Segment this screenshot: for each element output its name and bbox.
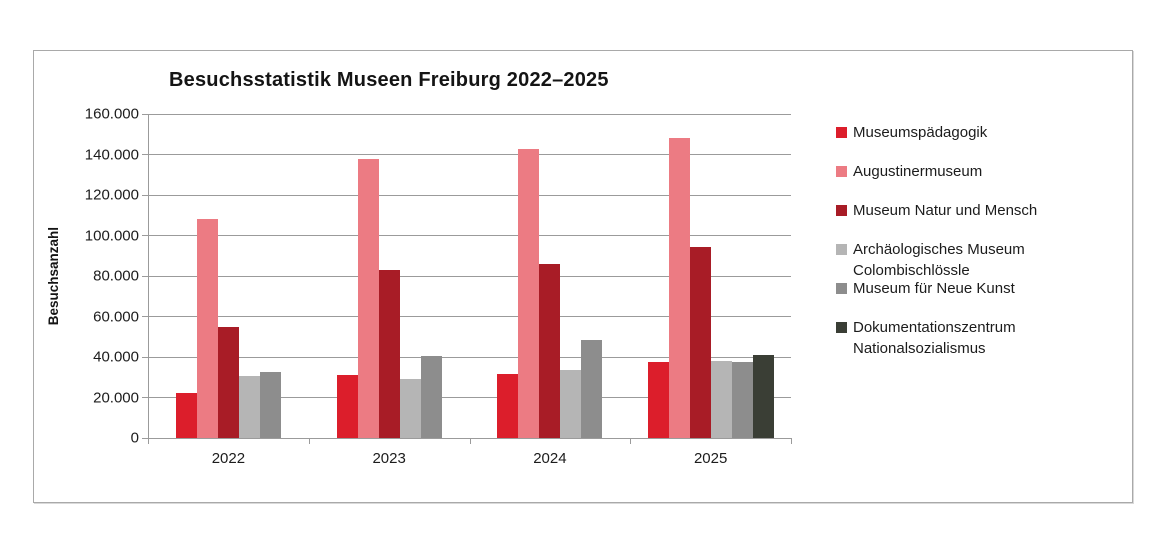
- legend-item: Museum Natur und Mensch: [836, 200, 1066, 221]
- bar-series3-2024: [539, 263, 561, 438]
- gridline: [148, 316, 791, 317]
- legend-item: Museum für Neue Kunst: [836, 278, 1066, 299]
- y-tick-label: 160.000: [84, 105, 139, 123]
- gridline: [148, 235, 791, 236]
- legend-label: Dokumentationszentrum Nationalsozialismu…: [853, 319, 1016, 357]
- bar-series1-2022: [175, 393, 197, 438]
- bar-series5-2025: [731, 362, 753, 438]
- legend-item: Museumspädagogik: [836, 122, 1066, 143]
- legend-label: Museum für Neue Kunst: [853, 280, 1015, 297]
- y-axis-tick: [142, 113, 148, 115]
- y-tick-label: 140.000: [84, 146, 139, 163]
- legend-label: Archäologisches Museum Colombischlössle: [853, 241, 1025, 279]
- y-axis-tick: [142, 235, 148, 236]
- gridline: [148, 194, 791, 196]
- gridline: [148, 397, 791, 398]
- legend-color-swatch: [836, 205, 847, 216]
- y-axis-title: Besuchsanzahl: [45, 226, 61, 326]
- gridline: [148, 113, 791, 115]
- x-axis-tick: [308, 438, 310, 444]
- legend-label: Augustinermuseum: [853, 163, 983, 180]
- y-tick-label: 100.000: [84, 227, 139, 244]
- legend-color-swatch: [836, 283, 847, 294]
- bar-series2-2024: [518, 149, 540, 438]
- y-axis-tick: [142, 194, 148, 196]
- bar-series3-2023: [378, 269, 400, 438]
- y-tick-label: 60.000: [93, 308, 139, 325]
- x-axis-tick: [148, 438, 149, 444]
- bar-series6-2025: [752, 354, 774, 438]
- bar-series2-2025: [668, 138, 690, 438]
- bar-series3-2022: [217, 326, 239, 438]
- y-tick-label: 120.000: [84, 186, 139, 204]
- y-axis-line: [148, 114, 149, 444]
- legend-item: Dokumentationszentrum Nationalsozialismu…: [836, 317, 1066, 359]
- bar-group-2025: [630, 114, 791, 438]
- bar-series5-2024: [581, 339, 603, 438]
- y-tick-label: 80.000: [93, 267, 139, 285]
- x-tick-label: 2024: [533, 450, 567, 467]
- legend-color-swatch: [836, 322, 847, 333]
- x-tick-label: 2025: [693, 450, 728, 467]
- y-axis-tick: [142, 437, 148, 439]
- bar-group-2024: [470, 114, 631, 438]
- y-axis-tick: [142, 316, 148, 317]
- bar-series4-2025: [710, 361, 732, 438]
- legend-label: Museumspädagogik: [853, 124, 988, 141]
- x-tick-label: 2022: [211, 450, 246, 467]
- y-tick-label: 0: [130, 429, 139, 447]
- x-tick-label: 2023: [372, 450, 406, 467]
- bar-series2-2022: [196, 219, 218, 438]
- bar-series4-2022: [238, 376, 260, 438]
- bar-group-2022: [148, 114, 309, 438]
- legend-item: Archäologisches Museum Colombischlössle: [836, 239, 1066, 281]
- y-axis-tick: [142, 275, 148, 277]
- legend-color-swatch: [836, 166, 847, 177]
- bar-series1-2025: [647, 362, 669, 438]
- legend-color-swatch: [836, 127, 847, 138]
- legend-color-swatch: [836, 244, 847, 255]
- x-axis-tick: [791, 438, 792, 444]
- gridline: [148, 154, 791, 155]
- gridline: [148, 275, 791, 277]
- plot-area: 0 20.000 40.000 60.000 80.000 100.000 120.000 1…: [85, 106, 792, 467]
- bar-series5-2023: [420, 356, 442, 438]
- bar-series1-2023: [336, 375, 358, 438]
- chart-frame: Besuchsstatistik Museen Freiburg 2022–20…: [33, 50, 1133, 503]
- bar-series4-2024: [560, 370, 582, 438]
- y-tick-label: 40.000: [93, 348, 139, 366]
- y-axis-tick: [142, 154, 148, 155]
- bar-series2-2023: [357, 158, 379, 438]
- chart-title: Besuchsstatistik Museen Freiburg 2022–20…: [169, 69, 609, 91]
- bar-series1-2024: [497, 374, 519, 438]
- x-axis-tick: [630, 438, 632, 444]
- y-tick-label: 20.000: [93, 389, 139, 406]
- bar-group-2023: [309, 114, 470, 438]
- gridline: [148, 356, 791, 358]
- y-axis-tick: [142, 397, 148, 398]
- legend-item: Augustinermuseum: [836, 161, 1066, 182]
- x-axis-tick: [469, 438, 471, 444]
- y-axis-tick: [142, 356, 148, 358]
- bar-series4-2023: [399, 379, 421, 438]
- legend-label: Museum Natur und Mensch: [853, 202, 1038, 219]
- bar-series3-2025: [689, 246, 711, 438]
- bar-series5-2022: [259, 372, 281, 438]
